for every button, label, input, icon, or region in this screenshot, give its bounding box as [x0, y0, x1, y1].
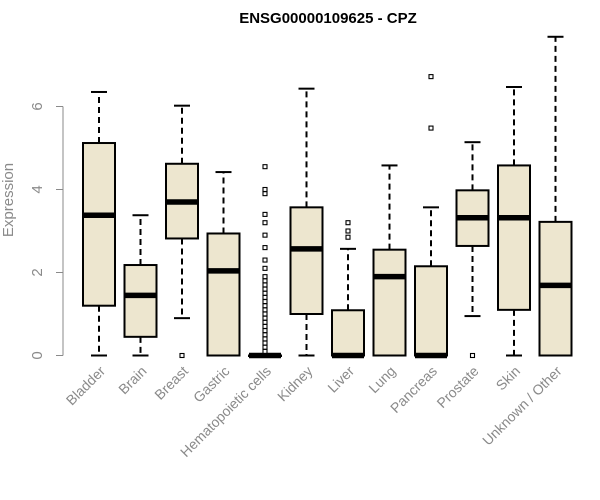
box-rect-0 — [82, 142, 116, 307]
y-tick-label-2: 4 — [29, 185, 46, 193]
box-9 — [455, 141, 490, 359]
box-rect-7 — [372, 248, 407, 357]
box-6 — [331, 220, 365, 359]
box-11 — [538, 35, 573, 357]
box-rect-11 — [538, 220, 573, 357]
outlier-4-19 — [262, 265, 268, 271]
outlier-4-13 — [262, 294, 268, 300]
box-8 — [414, 74, 448, 359]
box-2 — [165, 104, 199, 359]
x-tick-label-11: Unknown / Other — [479, 363, 565, 449]
box-3 — [206, 171, 241, 357]
outlier-9-0 — [469, 352, 476, 359]
outlier-4-4 — [262, 332, 268, 338]
outlier-6-2 — [345, 220, 351, 226]
outlier-4-5 — [262, 328, 268, 334]
plot-area — [82, 35, 573, 359]
box-rect-5 — [289, 206, 324, 315]
outlier-4-1 — [262, 344, 268, 350]
outlier-4-3 — [262, 336, 268, 342]
x-tick-label-0: Bladder — [63, 363, 109, 409]
x-tick-label-1: Brain — [115, 363, 149, 397]
outlier-4-10 — [262, 307, 268, 313]
box-1 — [123, 214, 158, 357]
outlier-6-0 — [345, 234, 351, 240]
outlier-4-24 — [262, 211, 268, 217]
outlier-4-16 — [262, 282, 268, 288]
y-tick-label-1: 2 — [29, 268, 46, 276]
outlier-4-15 — [262, 286, 268, 292]
outlier-4-25 — [262, 191, 268, 197]
outlier-4-12 — [262, 298, 268, 305]
outlier-4-21 — [262, 245, 268, 251]
x-tick-label-2: Breast — [151, 363, 191, 403]
outlier-2-0 — [179, 352, 185, 359]
outlier-4-22 — [262, 232, 268, 238]
outlier-4-6 — [262, 323, 268, 330]
outlier-4-18 — [262, 274, 268, 280]
outlier-4-11 — [262, 303, 268, 309]
box-10 — [497, 85, 531, 357]
box-rect-6 — [331, 309, 365, 357]
x-tick-label-5: Kidney — [274, 363, 316, 405]
outlier-6-1 — [345, 228, 351, 234]
outlier-8-0 — [428, 125, 434, 131]
x-tick-label-7: Lung — [365, 363, 398, 396]
outlier-4-26 — [262, 186, 268, 193]
box-rect-1 — [123, 264, 158, 338]
outlier-4-14 — [262, 290, 268, 296]
x-tick-label-10: Skin — [493, 363, 524, 394]
box-rect-3 — [206, 232, 241, 357]
outlier-4-2 — [262, 340, 268, 346]
outlier-8-1 — [428, 74, 434, 80]
y-tick-label-3: 6 — [29, 102, 46, 110]
y-tick-label-0: 0 — [29, 351, 46, 359]
y-axis-label: Expression — [0, 163, 17, 237]
outlier-4-0 — [262, 348, 268, 354]
outlier-4-27 — [262, 164, 268, 170]
outlier-4-9 — [262, 311, 268, 317]
outlier-4-23 — [262, 220, 268, 226]
box-rect-10 — [497, 164, 531, 311]
outlier-4-17 — [262, 278, 268, 284]
outlier-4-8 — [262, 315, 268, 321]
outlier-4-20 — [262, 257, 268, 263]
outlier-4-7 — [262, 319, 268, 325]
box-7 — [372, 164, 407, 357]
box-4 — [248, 164, 282, 359]
box-5 — [289, 87, 324, 357]
x-tick-label-9: Prostate — [433, 363, 481, 411]
box-rect-8 — [414, 265, 448, 357]
y-axis: 0 2 4 6 — [29, 102, 64, 360]
x-tick-label-6: Liver — [324, 363, 357, 396]
box-0 — [82, 90, 116, 357]
chart-title: ENSG00000109625 - CPZ — [239, 10, 417, 27]
